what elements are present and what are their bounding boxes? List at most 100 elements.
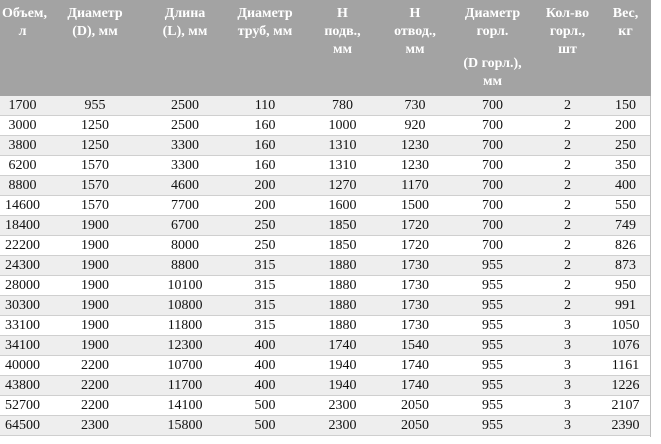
cell-volume: 1700	[0, 96, 45, 116]
cell-weight: 1226	[600, 375, 651, 396]
cell-h-outlet: 2050	[380, 395, 450, 416]
cell-h-inlet: 1850	[305, 235, 380, 256]
cell-pipe-diameter: 500	[225, 415, 305, 436]
cell-pipe-diameter: 315	[225, 255, 305, 276]
header-text: отвод.,	[394, 24, 436, 39]
header-text: подв.,	[324, 24, 361, 39]
cell-h-outlet: 1730	[380, 315, 450, 336]
cell-h-inlet: 1000	[305, 115, 380, 136]
cell-neck-diameter: 955	[450, 335, 535, 356]
cell-pipe-diameter: 315	[225, 275, 305, 296]
cell-pipe-diameter: 200	[225, 175, 305, 196]
cell-neck-diameter: 955	[450, 375, 535, 396]
cell-weight: 400	[600, 175, 651, 196]
cell-h-outlet: 1730	[380, 295, 450, 316]
table-row: 30300 1900 10800 315 1880 1730 955 2 991	[0, 295, 651, 316]
cell-h-inlet: 1880	[305, 275, 380, 296]
cell-diameter: 2300	[45, 415, 145, 436]
cell-pipe-diameter: 400	[225, 355, 305, 376]
header-text: л	[18, 24, 27, 39]
cell-diameter: 1900	[45, 295, 145, 316]
cell-h-outlet: 1500	[380, 195, 450, 216]
cell-length: 11800	[145, 315, 225, 336]
header-weight: Вес, кг	[600, 0, 651, 96]
cell-h-outlet: 1540	[380, 335, 450, 356]
cell-diameter: 1570	[45, 195, 145, 216]
cell-pipe-diameter: 110	[225, 96, 305, 116]
cell-h-outlet: 920	[380, 115, 450, 136]
cell-weight: 1050	[600, 315, 651, 336]
cell-neck-diameter: 700	[450, 195, 535, 216]
cell-diameter: 1570	[45, 175, 145, 196]
cell-h-outlet: 730	[380, 96, 450, 116]
cell-h-inlet: 1310	[305, 155, 380, 176]
cell-neck-count: 2	[535, 135, 600, 156]
cell-weight: 950	[600, 275, 651, 296]
cell-weight: 2107	[600, 395, 651, 416]
cell-diameter: 1900	[45, 215, 145, 236]
header-neck-diameter: Диаметр горл. (D горл.), мм	[450, 0, 535, 96]
cell-weight: 991	[600, 295, 651, 316]
cell-pipe-diameter: 250	[225, 215, 305, 236]
cell-h-outlet: 1730	[380, 255, 450, 276]
cell-volume: 18400	[0, 215, 45, 236]
cell-neck-count: 2	[535, 175, 600, 196]
cell-h-inlet: 1940	[305, 375, 380, 396]
cell-diameter: 1900	[45, 255, 145, 276]
header-text: Н	[409, 6, 421, 21]
header-text: горл.	[476, 24, 509, 39]
cell-neck-count: 2	[535, 96, 600, 116]
cell-neck-diameter: 955	[450, 255, 535, 276]
cell-length: 6700	[145, 215, 225, 236]
specs-table: Объем, л Диаметр (D), мм Длина (L), мм Диаметр…	[0, 0, 651, 436]
header-text: мм	[405, 42, 425, 57]
cell-h-inlet: 1880	[305, 255, 380, 276]
table-row: 8800 1570 4600 200 1270 1170 700 2 400	[0, 175, 651, 196]
header-text: Диаметр	[67, 6, 123, 21]
cell-length: 10700	[145, 355, 225, 376]
cell-length: 12300	[145, 335, 225, 356]
cell-neck-diameter: 955	[450, 395, 535, 416]
table-row: 43800 2200 11700 400 1940 1740 955 3 1226	[0, 375, 651, 396]
cell-h-outlet: 1740	[380, 375, 450, 396]
table-row: 18400 1900 6700 250 1850 1720 700 2 749	[0, 215, 651, 236]
cell-neck-count: 3	[535, 415, 600, 436]
cell-neck-count: 3	[535, 315, 600, 336]
cell-h-inlet: 1740	[305, 335, 380, 356]
header-text: кг	[618, 24, 633, 39]
cell-neck-count: 2	[535, 275, 600, 296]
header-text: горл.,	[549, 24, 586, 39]
cell-neck-count: 2	[535, 115, 600, 136]
cell-length: 2500	[145, 96, 225, 116]
table-row: 33100 1900 11800 315 1880 1730 955 3 1050	[0, 315, 651, 336]
cell-volume: 3000	[0, 115, 45, 136]
cell-weight: 550	[600, 195, 651, 216]
cell-length: 2500	[145, 115, 225, 136]
cell-pipe-diameter: 315	[225, 295, 305, 316]
table-row: 6200 1570 3300 160 1310 1230 700 2 350	[0, 155, 651, 176]
cell-neck-diameter: 700	[450, 235, 535, 256]
cell-volume: 22200	[0, 235, 45, 256]
cell-length: 8000	[145, 235, 225, 256]
cell-pipe-diameter: 400	[225, 375, 305, 396]
cell-weight: 873	[600, 255, 651, 276]
cell-pipe-diameter: 250	[225, 235, 305, 256]
cell-volume: 24300	[0, 255, 45, 276]
header-text: мм	[482, 74, 503, 89]
cell-length: 7700	[145, 195, 225, 216]
cell-h-inlet: 1850	[305, 215, 380, 236]
table-row: 22200 1900 8000 250 1850 1720 700 2 826	[0, 235, 651, 256]
header-row: Объем, л Диаметр (D), мм Длина (L), мм Диаметр…	[0, 0, 651, 96]
cell-volume: 14600	[0, 195, 45, 216]
cell-length: 11700	[145, 375, 225, 396]
cell-pipe-diameter: 160	[225, 155, 305, 176]
cell-volume: 28000	[0, 275, 45, 296]
cell-neck-count: 2	[535, 295, 600, 316]
cell-diameter: 2200	[45, 355, 145, 376]
header-text: мм	[332, 42, 353, 57]
cell-neck-count: 2	[535, 215, 600, 236]
table-row: 14600 1570 7700 200 1600 1500 700 2 550	[0, 195, 651, 216]
cell-neck-diameter: 700	[450, 115, 535, 136]
cell-diameter: 1250	[45, 135, 145, 156]
